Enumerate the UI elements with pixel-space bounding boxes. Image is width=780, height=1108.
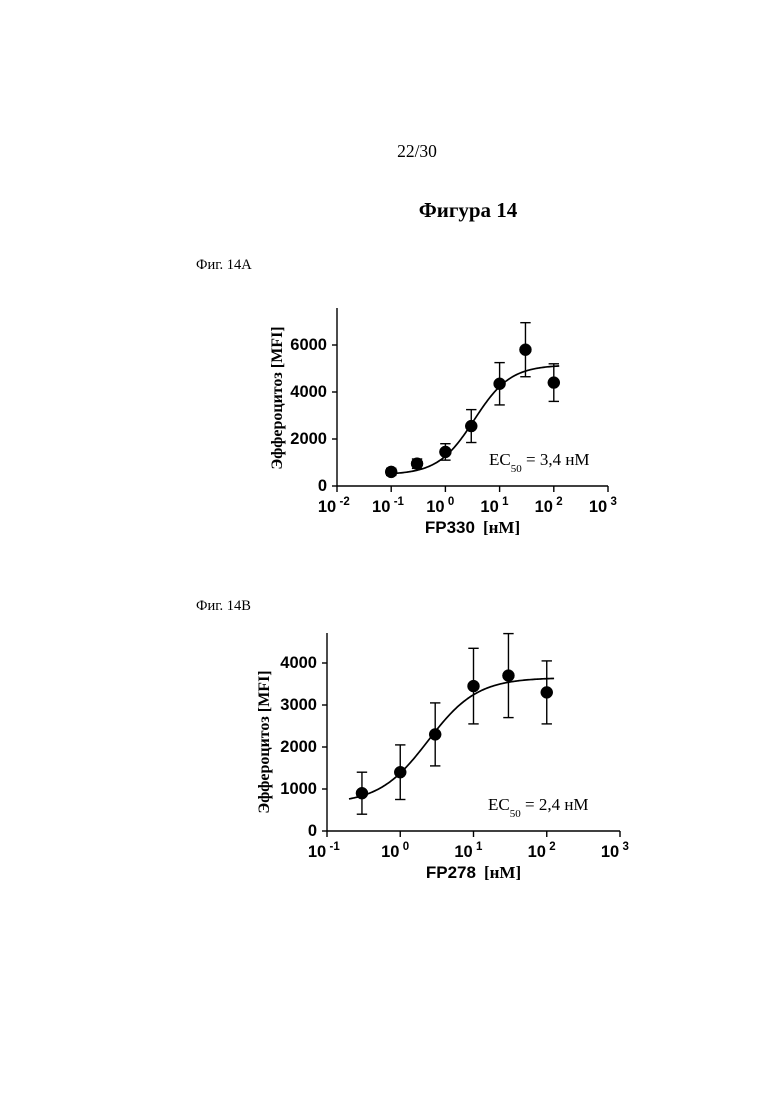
svg-text:3000: 3000 — [280, 696, 317, 714]
svg-text:10: 10 — [480, 498, 498, 516]
svg-text:10: 10 — [426, 498, 444, 516]
svg-text:1000: 1000 — [280, 780, 317, 798]
svg-text:6000: 6000 — [290, 336, 327, 354]
svg-text:-1: -1 — [330, 841, 341, 853]
svg-text:10: 10 — [528, 843, 546, 861]
svg-text:10: 10 — [381, 843, 399, 861]
svg-text:0: 0 — [448, 496, 454, 508]
svg-text:2000: 2000 — [290, 430, 327, 448]
svg-text:2000: 2000 — [280, 738, 317, 756]
svg-text:10: 10 — [589, 498, 607, 516]
svg-text:10: 10 — [535, 498, 553, 516]
svg-text:10: 10 — [318, 498, 336, 516]
svg-text:4000: 4000 — [280, 654, 317, 672]
svg-text:0: 0 — [403, 841, 409, 853]
svg-text:0: 0 — [308, 822, 317, 840]
svg-text:4000: 4000 — [290, 383, 327, 401]
svg-text:10: 10 — [308, 843, 326, 861]
svg-text:-2: -2 — [340, 496, 350, 508]
svg-text:10: 10 — [454, 843, 472, 861]
svg-text:-1: -1 — [394, 496, 405, 508]
svg-text:1: 1 — [476, 841, 483, 853]
svg-text:10: 10 — [601, 843, 619, 861]
svg-text:2: 2 — [556, 496, 562, 508]
svg-text:2: 2 — [549, 841, 555, 853]
svg-text:1: 1 — [502, 496, 509, 508]
svg-text:3: 3 — [623, 841, 629, 853]
svg-text:0: 0 — [318, 477, 327, 495]
svg-text:3: 3 — [611, 496, 617, 508]
svg-text:10: 10 — [372, 498, 390, 516]
